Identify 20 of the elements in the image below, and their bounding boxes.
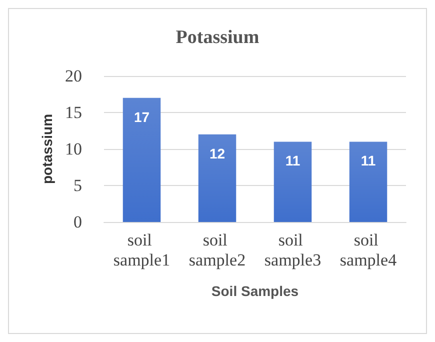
y-axis-title: potassium	[39, 114, 56, 184]
y-tick-label: 0	[74, 212, 82, 232]
x-tick-label: soil sample4	[340, 230, 398, 270]
data-label: 17	[134, 108, 150, 125]
y-tick-label: 15	[65, 103, 82, 122]
y-tick-label: 20	[65, 66, 82, 86]
x-tick-label: soil sample2	[188, 230, 246, 270]
bar	[274, 142, 312, 222]
data-label: 11	[360, 152, 376, 169]
bar	[349, 142, 388, 222]
bar	[198, 134, 236, 222]
data-label: 11	[285, 152, 300, 169]
chart-title: Potassium	[176, 27, 260, 48]
x-axis-title: Soil Samples	[211, 283, 299, 299]
y-tick-label: 5	[74, 176, 82, 195]
bar	[122, 98, 161, 222]
x-tick-label: soil sample3	[264, 230, 322, 270]
y-tick-label: 10	[65, 140, 82, 158]
x-tick-label: soil sample1	[113, 230, 170, 270]
data-label: 12	[209, 145, 226, 162]
